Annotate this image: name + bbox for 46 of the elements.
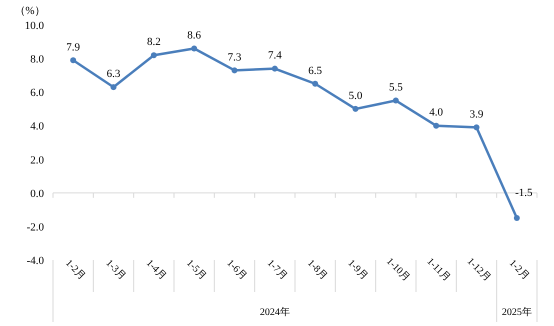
point — [352, 106, 358, 112]
text: 2025年 — [502, 306, 532, 318]
data-label: 7.3 — [228, 51, 242, 64]
data-label: -1.5 — [515, 187, 534, 200]
data-label: 7.4 — [268, 50, 282, 62]
point — [70, 57, 76, 64]
data-label: 5.5 — [388, 82, 404, 94]
data-label: 7.9 — [66, 41, 81, 54]
data-label: 5.0 — [348, 90, 363, 102]
point — [514, 215, 520, 222]
y-tick-label: 8.0 — [30, 54, 44, 66]
data-label: 8.6 — [187, 30, 202, 42]
x-tick-label: 1-6月 — [224, 258, 249, 282]
x-tick-label: 1-2月 — [63, 258, 88, 282]
data-label: 6.3 — [106, 68, 121, 80]
x-tick-label: 1-5月 — [184, 258, 208, 282]
y-tick-label: 4.0 — [30, 120, 44, 133]
x-tick-label: 1-9月 — [346, 258, 370, 282]
x-tick-label: 1-8月 — [305, 258, 330, 282]
data-label: 8.2 — [146, 36, 161, 48]
y-tick-label: -2.0 — [26, 221, 44, 234]
y-tick-label: 0.0 — [30, 188, 44, 200]
point — [474, 124, 480, 130]
x-tick-label: 1-3月 — [104, 258, 128, 282]
data-label: 6.5 — [308, 64, 323, 77]
point — [433, 122, 440, 129]
point — [312, 80, 318, 87]
y-tick-label: 2.0 — [30, 154, 44, 166]
point — [232, 67, 238, 74]
x-tick-label: 1-4月 — [144, 258, 168, 282]
x-tick-label: 1-12月 — [464, 256, 493, 284]
point — [191, 46, 198, 52]
text: 2024年 — [260, 306, 290, 318]
y-tick-label: -4.0 — [26, 255, 44, 267]
y-axis-title: （%） — [14, 5, 46, 17]
point — [272, 66, 278, 72]
data-label: 3.9 — [470, 108, 484, 120]
x-tick-label: 1-2月 — [506, 258, 532, 282]
point — [392, 98, 399, 104]
point — [110, 84, 116, 90]
y-tick-label: 6.0 — [30, 87, 44, 100]
data-label: 4.0 — [429, 106, 444, 119]
y-tick-label: 10.0 — [24, 20, 44, 32]
x-tick-label: 1-11月 — [424, 256, 452, 284]
point — [150, 52, 157, 58]
x-tick-label: 1-7月 — [264, 258, 290, 282]
